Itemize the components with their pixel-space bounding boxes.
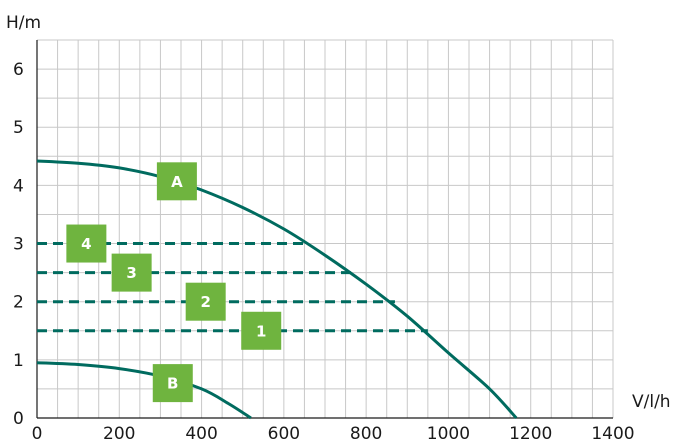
x-tick-label: 1200: [509, 424, 552, 441]
y-tick-label: 6: [13, 60, 24, 80]
axes: [36, 40, 613, 419]
y-tick-label: 0: [13, 409, 24, 429]
badge-1: [241, 311, 282, 350]
x-tick-label: 400: [185, 424, 217, 441]
curve-A: [36, 159, 518, 420]
y-tick-label: 1: [13, 351, 24, 371]
y-tick-label: 4: [13, 176, 24, 196]
badge-A: [156, 162, 197, 201]
y-axis-label: H/m: [6, 13, 41, 33]
curve-badges: A B 4 3 2 1: [66, 162, 282, 403]
x-tick-label: 1000: [427, 424, 470, 441]
badge-3: [111, 253, 152, 292]
curve-B: [36, 361, 252, 420]
badge-label-2: 2: [200, 293, 210, 311]
y-tick-label: 5: [13, 118, 24, 138]
tick-labels: 0 200 400 600 800 1000 1200 1400 0 1 2 3 4 5 6: [13, 60, 635, 441]
x-tick-label: 600: [268, 424, 300, 441]
badge-label-3: 3: [126, 264, 136, 282]
badge-2: [185, 282, 226, 321]
x-tick-label: 1400: [591, 424, 634, 441]
badge-B: [152, 364, 193, 403]
badge-label-A: A: [171, 173, 183, 191]
grid: [37, 39, 614, 418]
badge-4: [66, 224, 107, 263]
badge-label-B: B: [167, 375, 178, 393]
x-tick-label: 200: [103, 424, 135, 441]
x-tick-label: 0: [32, 424, 43, 441]
badge-label-4: 4: [81, 235, 91, 253]
y-tick-label: 3: [13, 235, 24, 255]
x-axis-label: V/l/h: [632, 392, 671, 412]
badge-label-1: 1: [256, 322, 266, 340]
x-tick-label: 800: [350, 424, 382, 441]
y-tick-label: 2: [13, 293, 24, 313]
performance-curves: [36, 159, 518, 420]
